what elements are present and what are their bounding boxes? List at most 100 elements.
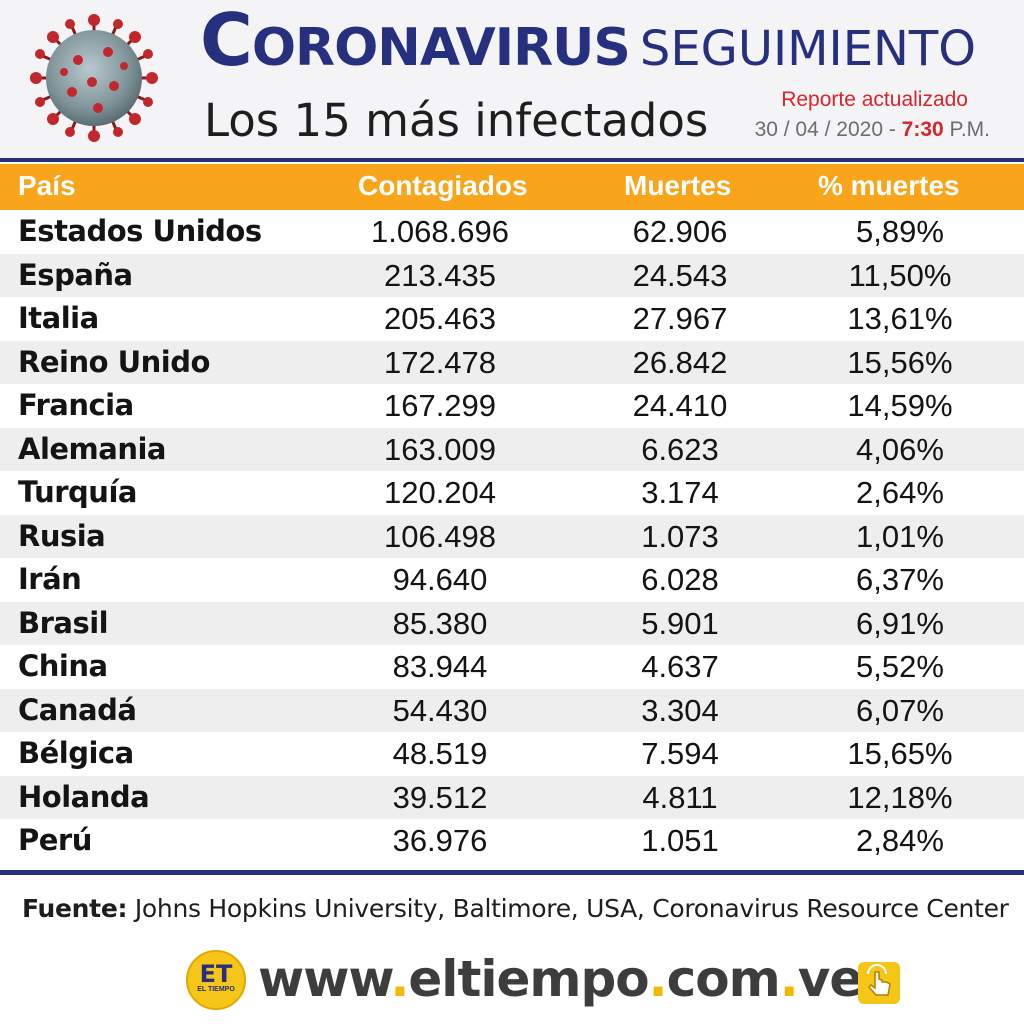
table-row: Italia 205.463 27.967 13,61%: [0, 297, 1024, 341]
cell-deaths: 6.028: [641, 562, 719, 597]
cell-cases: 94.640: [392, 562, 488, 597]
cell-country: Rusia: [18, 518, 106, 553]
url-part-com: com: [666, 950, 781, 1008]
cell-pct: 6,37%: [856, 562, 944, 597]
report-date: 30 / 04 / 2020 - 7:30 P.M.: [755, 118, 990, 142]
table-row: Alemania 163.009 6.623 4,06%: [0, 427, 1024, 471]
url-part-domain: eltiempo: [408, 950, 649, 1008]
table-row: España 213.435 24.543 11,50%: [0, 253, 1024, 297]
url-part-www: www: [258, 950, 391, 1008]
table-divider: [0, 870, 1024, 875]
cell-country: Italia: [18, 301, 99, 335]
table-row: China 83.944 4.637 5,52%: [0, 645, 1024, 689]
cell-country: Francia: [18, 388, 134, 422]
cell-pct: 6,91%: [856, 605, 944, 641]
cell-country: España: [18, 257, 133, 292]
cell-deaths: 4.637: [641, 649, 719, 684]
url-part-ve: ve: [797, 950, 864, 1008]
cell-deaths: 1.073: [641, 518, 719, 554]
cell-deaths: 3.304: [641, 692, 719, 728]
column-header-cases: Contagiados: [358, 170, 528, 201]
cell-deaths: 27.967: [632, 301, 728, 336]
table-row: Turquía 120.204 3.174 2,64%: [0, 471, 1024, 515]
table-row: Brasil 85.380 5.901 6,91%: [0, 601, 1024, 645]
cell-cases: 120.204: [383, 475, 497, 510]
cell-country: Perú: [18, 823, 92, 857]
title-main: CORONAVIRUS: [200, 4, 631, 78]
cell-cases: 1.068.696: [371, 214, 509, 249]
coronavirus-icon: [30, 14, 158, 142]
cell-pct: 4,06%: [856, 431, 944, 467]
column-header-deaths: Muertes: [624, 170, 732, 201]
cell-pct: 11,50%: [848, 257, 952, 293]
subtitle: Los 15 más infectados: [204, 94, 709, 147]
report-label: Reporte actualizado: [781, 88, 968, 111]
table-row: Estados Unidos 1.068.696 62.906 5,89%: [0, 210, 1024, 254]
cell-deaths: 24.410: [632, 388, 728, 423]
table-header: País Contagiados Muertes % muertes: [0, 164, 1024, 210]
logo-small-text: EL TIEMPO: [197, 986, 235, 993]
cell-country: Turquía: [18, 475, 137, 509]
cell-deaths: 62.906: [632, 214, 728, 249]
cell-cases: 167.299: [383, 388, 497, 423]
cell-pct: 1,01%: [856, 518, 944, 554]
cell-pct: 13,61%: [847, 301, 953, 336]
cell-country: Brasil: [18, 605, 109, 640]
cell-deaths: 7.594: [641, 736, 719, 771]
cell-deaths: 3.174: [641, 475, 719, 510]
cell-cases: 36.976: [392, 823, 488, 858]
cell-deaths: 26.842: [632, 344, 728, 380]
cell-deaths: 4.811: [642, 779, 718, 815]
title-sub: SEGUIMIENTO: [639, 21, 977, 77]
cell-deaths: 1.051: [641, 823, 719, 858]
header-divider: [0, 158, 1024, 162]
report-date-text: 30 / 04 / 2020 -: [754, 118, 902, 141]
cell-cases: 106.498: [383, 518, 497, 554]
header: CORONAVIRUS SEGUIMIENTO Los 15 más infect…: [0, 0, 1024, 162]
cell-cases: 213.435: [383, 257, 497, 293]
cell-pct: 2,84%: [856, 823, 944, 858]
cell-cases: 205.463: [383, 301, 497, 336]
url-dot: .: [648, 950, 668, 1008]
cell-country: Estados Unidos: [18, 214, 262, 248]
title: CORONAVIRUS SEGUIMIENTO: [200, 4, 976, 76]
url-dot: .: [390, 950, 409, 1008]
source-label: Fuente:: [22, 894, 128, 923]
cell-pct: 15,56%: [847, 344, 953, 380]
cell-cases: 163.009: [383, 431, 497, 467]
cell-country: Bélgica: [18, 736, 134, 770]
cell-pct: 14,59%: [847, 388, 953, 423]
cell-cases: 172.478: [383, 344, 497, 380]
site-url[interactable]: www.eltiempo.com.ve: [258, 950, 864, 1008]
logo-text: ET: [199, 960, 233, 988]
cell-deaths: 5.901: [641, 605, 719, 641]
eltiempo-logo: ET EL TIEMPO: [186, 950, 246, 1010]
cell-pct: 5,52%: [856, 649, 944, 684]
cell-country: Canadá: [18, 692, 137, 727]
cell-pct: 12,18%: [847, 779, 953, 815]
column-header-pct: % muertes: [818, 170, 960, 201]
cell-country: Irán: [18, 562, 82, 596]
table-row: Canadá 54.430 3.304 6,07%: [0, 688, 1024, 732]
report-ampm: P.M.: [943, 118, 990, 141]
cell-country: Holanda: [18, 779, 150, 814]
cell-cases: 85.380: [392, 605, 488, 641]
cell-country: Reino Unido: [18, 344, 210, 379]
column-header-country: País: [18, 170, 76, 201]
table-row: Perú 36.976 1.051 2,84%: [0, 819, 1024, 863]
table-body: Estados Unidos 1.068.696 62.906 5,89% España…: [0, 210, 1024, 863]
cell-deaths: 6.623: [641, 431, 719, 467]
table-row: Rusia 106.498 1.073 1,01%: [0, 514, 1024, 558]
table-row: Reino Unido 172.478 26.842 15,56%: [0, 340, 1024, 384]
table-row: Bélgica 48.519 7.594 15,65%: [0, 732, 1024, 776]
source-note: Fuente: Johns Hopkins University, Baltim…: [22, 894, 1009, 923]
title-initial: C: [200, 0, 253, 82]
cell-cases: 39.512: [392, 779, 488, 815]
url-dot: .: [779, 950, 799, 1008]
table-row: Holanda 39.512 4.811 12,18%: [0, 775, 1024, 819]
cell-cases: 83.944: [392, 649, 488, 684]
cell-country: Alemania: [18, 431, 167, 466]
title-main-rest: ORONAVIRUS: [251, 18, 631, 78]
cell-pct: 5,89%: [856, 214, 944, 249]
